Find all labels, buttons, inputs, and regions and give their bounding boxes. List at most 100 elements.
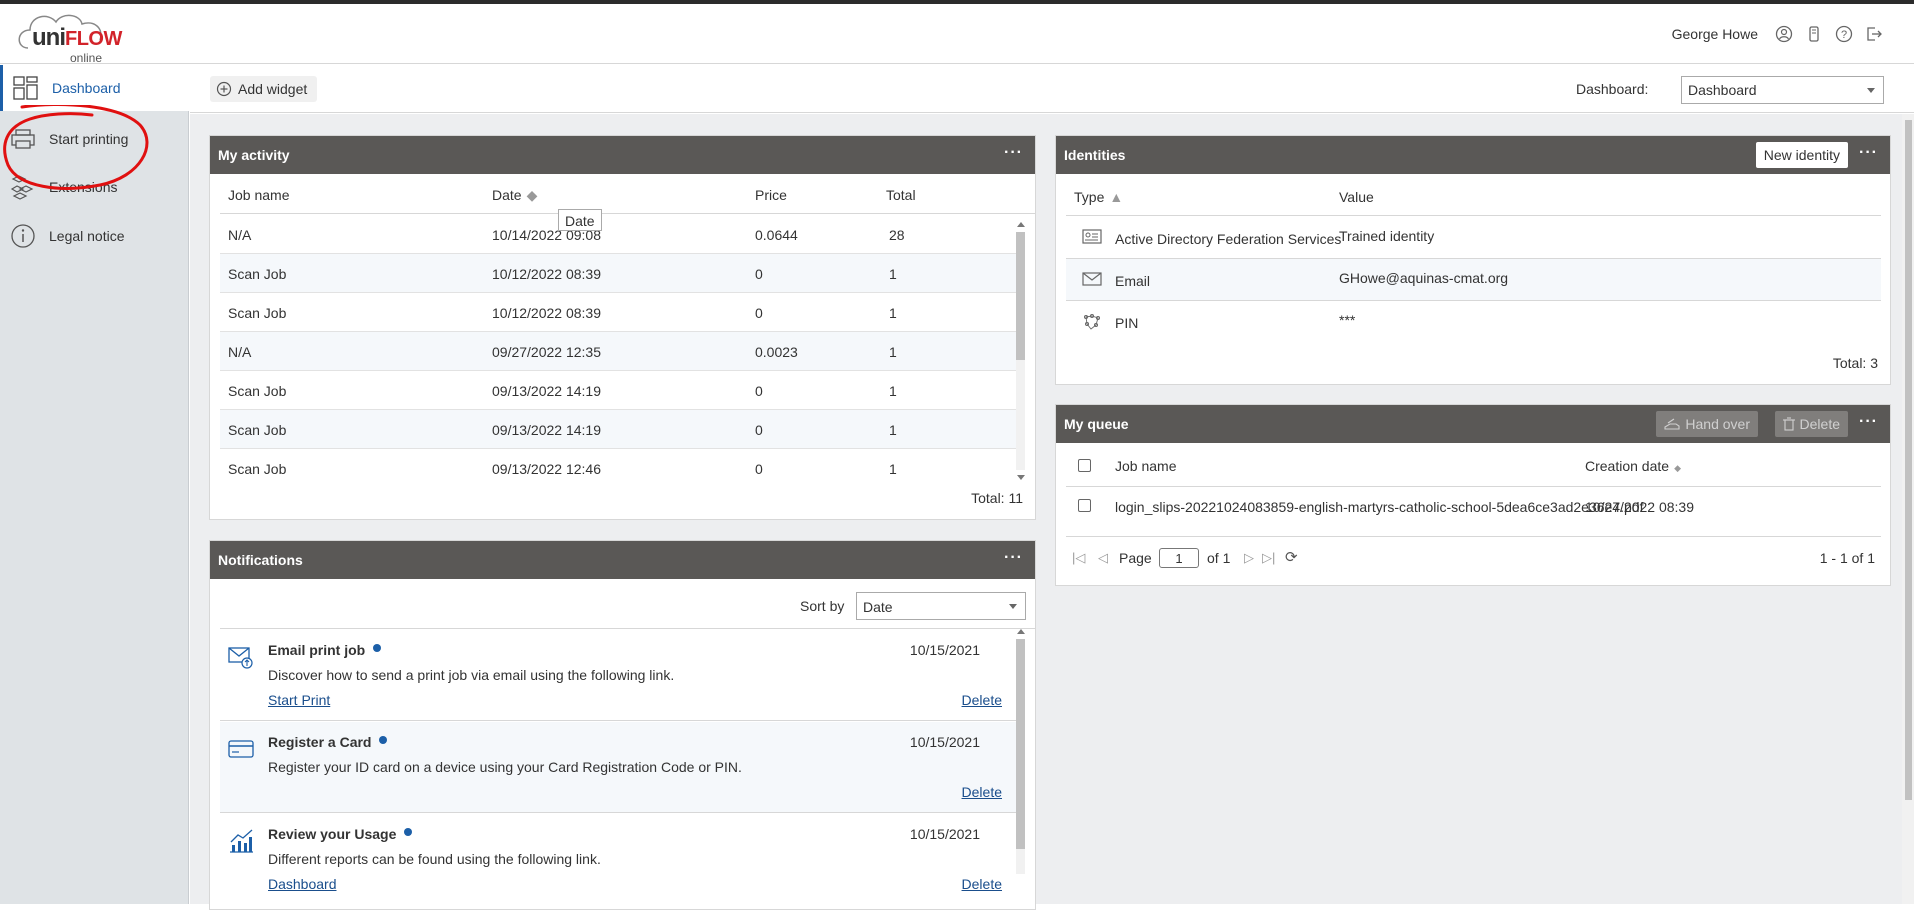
scroll-thumb[interactable] [1016, 639, 1025, 849]
dashboard-toolbar: Add widget Dashboard: Dashboard [190, 65, 1914, 113]
cell-price: 0.0023 [755, 344, 798, 360]
dashboard-select[interactable]: Dashboard [1681, 76, 1884, 104]
table-row[interactable]: login_slips-20221024083859-english-marty… [1066, 488, 1881, 528]
sidebar-item-dashboard[interactable]: Dashboard [0, 65, 189, 111]
widget-title: My queue [1064, 416, 1129, 432]
cell-price: 0 [755, 305, 763, 321]
notification-title-text: Review your Usage [268, 826, 397, 842]
cell-date: 10/14/2022 09:08 [492, 227, 601, 243]
sidebar-item-extensions[interactable]: Extensions [0, 164, 189, 210]
table-row[interactable]: PIN *** [1066, 301, 1881, 343]
user-area: George Howe ? [1672, 22, 1884, 46]
widget-title: Identities [1064, 147, 1126, 163]
user-name[interactable]: George Howe [1671, 26, 1758, 42]
widget-header: Identities New identity ··· [1056, 136, 1890, 174]
table-row[interactable]: Active Directory Federation Services Tra… [1066, 217, 1881, 259]
sort-icon: ◆ [526, 187, 538, 203]
scroll-thumb[interactable] [1905, 120, 1912, 800]
col-job-name[interactable]: Job name [1115, 458, 1177, 474]
sidebar-item-legal-notice[interactable]: Legal notice [0, 213, 189, 259]
select-all-checkbox[interactable] [1078, 459, 1091, 472]
cell-total: 1 [889, 461, 897, 477]
cell-price: 0 [755, 461, 763, 477]
more-options-icon[interactable]: ··· [1004, 144, 1023, 161]
col-creation-date-label: Creation date [1585, 458, 1670, 474]
scroll-down-icon[interactable] [1017, 475, 1025, 480]
notification-title: Review your Usage [268, 826, 413, 842]
col-creation-date[interactable]: Creation date ◆ [1585, 458, 1681, 474]
dashboard-link[interactable]: Dashboard [268, 876, 337, 892]
dashboard-select-value: Dashboard [1688, 82, 1757, 98]
col-type[interactable]: Type ▲ [1074, 189, 1123, 205]
scroll-thumb[interactable] [1016, 232, 1025, 360]
col-total[interactable]: Total [886, 187, 916, 203]
envelope-icon [1082, 271, 1102, 289]
page-number-input[interactable]: 1 [1159, 548, 1199, 568]
scroll-up-icon[interactable] [1017, 222, 1025, 227]
pin-icon [1082, 313, 1102, 331]
delete-link[interactable]: Delete [961, 784, 1002, 800]
table-row[interactable]: Email GHowe@aquinas-cmat.org [1066, 259, 1881, 301]
cell-job: Scan Job [228, 305, 287, 321]
cloud-logo-icon [18, 14, 102, 49]
col-type-label: Type [1074, 189, 1105, 205]
profile-icon[interactable] [1774, 24, 1794, 44]
notification-description: Discover how to send a print job via ema… [268, 667, 675, 683]
sidebar-item-label: Start printing [49, 131, 129, 147]
more-options-icon[interactable]: ··· [1004, 549, 1023, 566]
table-row[interactable]: N/A 09/27/2022 12:35 0.0023 1 [220, 332, 1016, 371]
sidebar-item-start-printing[interactable]: Start printing [0, 116, 189, 162]
col-price[interactable]: Price [755, 187, 787, 203]
scroll-up-icon[interactable] [1017, 629, 1025, 634]
cell-total: 1 [889, 344, 897, 360]
identities-total: Total: 3 [1832, 355, 1878, 371]
cell-price: 0 [755, 383, 763, 399]
page-scrollbar[interactable] [1902, 114, 1914, 904]
cell-date: 09/27/2022 12:35 [492, 344, 601, 360]
col-job-name[interactable]: Job name [228, 187, 290, 203]
table-row[interactable]: Scan Job 09/13/2022 14:19 0 1 [220, 410, 1016, 449]
last-page-icon[interactable]: ▷| [1262, 550, 1276, 565]
delete-link[interactable]: Delete [961, 692, 1002, 708]
device-icon[interactable] [1804, 24, 1824, 44]
notifications-scrollbar[interactable] [1014, 629, 1026, 874]
table-row[interactable]: N/A 10/14/2022 09:08 0.0644 28 [220, 215, 1016, 254]
refresh-icon[interactable]: ⟳ [1285, 549, 1298, 566]
my-activity-widget: My activity ··· Job name Date ◆ Price Tot… [209, 135, 1036, 520]
hand-over-button[interactable]: Hand over [1656, 411, 1758, 437]
queue-delete-button[interactable]: Delete [1774, 411, 1848, 437]
help-icon[interactable]: ? [1834, 24, 1854, 44]
more-options-icon[interactable]: ··· [1859, 413, 1878, 430]
dashboard-select-label: Dashboard: [1576, 81, 1649, 97]
table-row[interactable]: Scan Job 09/13/2022 12:46 0 1 [220, 449, 1016, 488]
activity-scrollbar[interactable] [1014, 222, 1026, 480]
table-row[interactable]: Scan Job 10/12/2022 08:39 0 1 [220, 254, 1016, 293]
table-row[interactable]: Scan Job 09/13/2022 14:19 0 1 [220, 371, 1016, 410]
uniflow-logo[interactable]: uni FLOW online [18, 10, 128, 65]
cell-job: N/A [228, 227, 252, 243]
sort-by-select[interactable]: Date [856, 592, 1026, 620]
sidebar: Dashboard Start printing Extensions Lega… [0, 65, 189, 904]
new-identity-button[interactable]: New identity [1755, 142, 1848, 168]
cell-date: 10/12/2022 08:39 [492, 305, 601, 321]
start-print-link[interactable]: Start Print [268, 692, 331, 708]
logout-icon[interactable] [1864, 24, 1884, 44]
table-row[interactable]: Scan Job 10/12/2022 08:39 0 1 [220, 293, 1016, 332]
next-page-icon[interactable]: ▷ [1244, 550, 1254, 565]
row-checkbox[interactable] [1078, 499, 1091, 512]
add-widget-label: Add widget [238, 81, 308, 97]
delete-link[interactable]: Delete [961, 876, 1002, 892]
page-of-label: of 1 [1207, 550, 1231, 566]
prev-page-icon[interactable]: ◁ [1098, 550, 1108, 565]
my-queue-widget: My queue Hand over Delete ··· Job name C… [1055, 404, 1891, 586]
cell-total: 1 [889, 266, 897, 282]
col-value[interactable]: Value [1339, 189, 1374, 205]
cell-date: 09/13/2022 12:46 [492, 461, 601, 477]
card-icon [228, 736, 254, 762]
more-options-icon[interactable]: ··· [1859, 144, 1878, 161]
col-date[interactable]: Date ◆ [492, 187, 537, 204]
add-widget-button[interactable]: Add widget [210, 76, 318, 102]
first-page-icon[interactable]: |◁ [1072, 550, 1086, 565]
notifications-widget: Notifications ··· Sort by Date Email pri… [209, 540, 1036, 910]
cell-job: Scan Job [228, 383, 287, 399]
